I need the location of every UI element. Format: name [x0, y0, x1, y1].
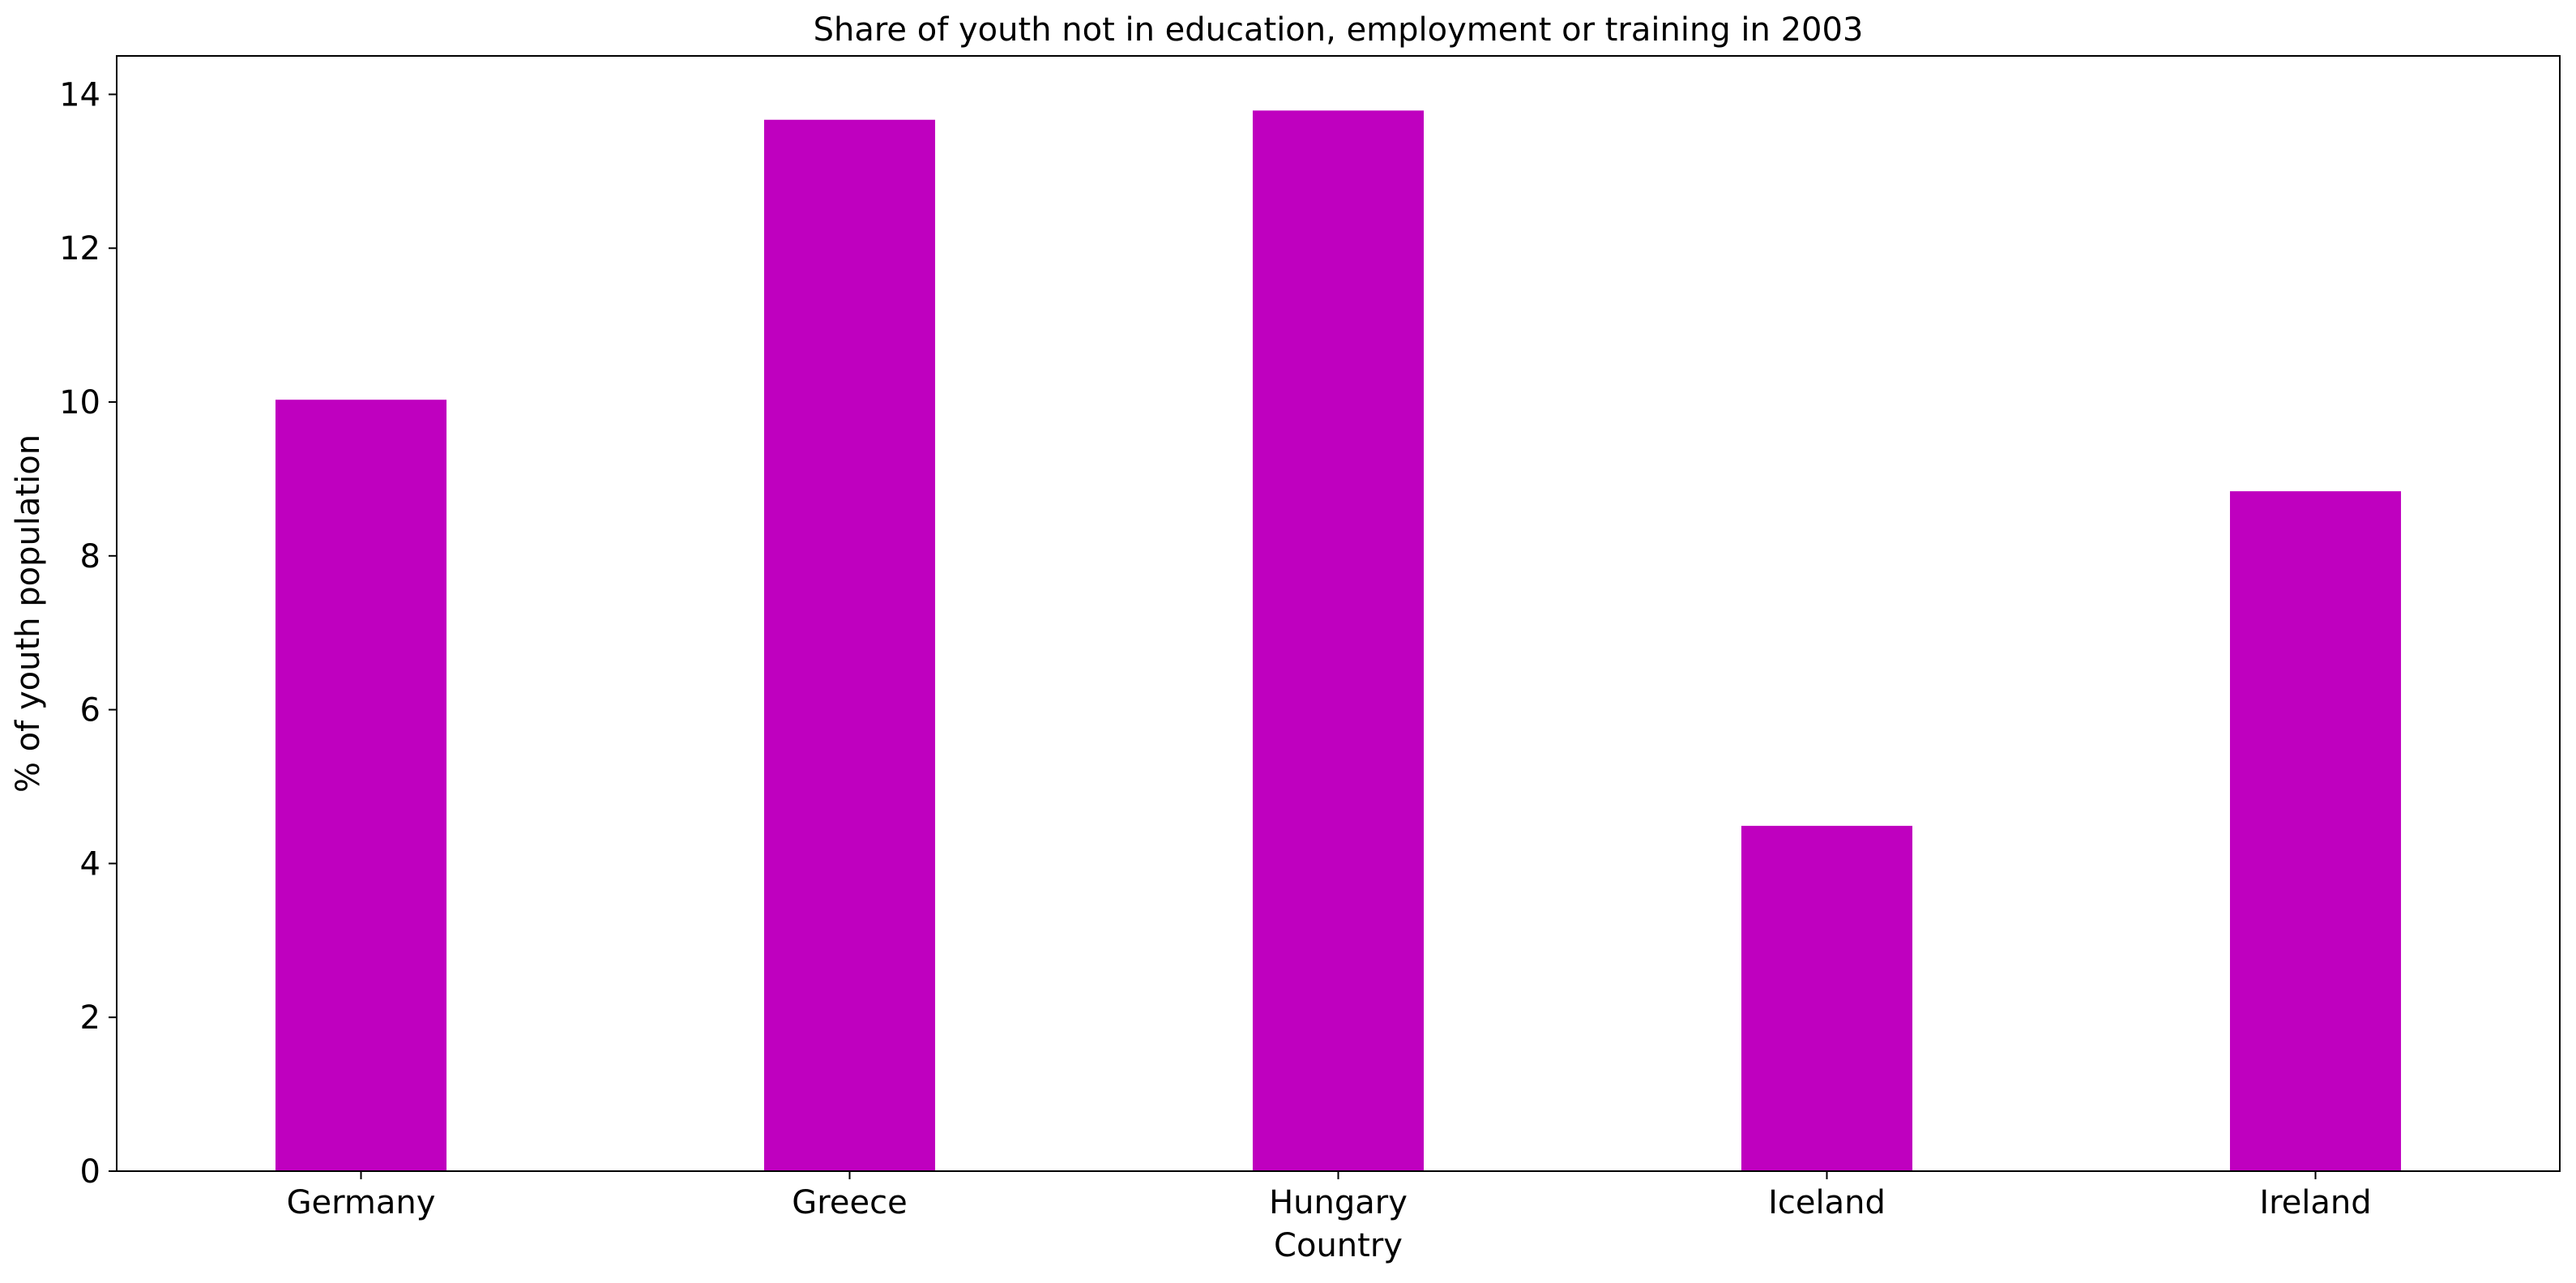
- y-tick-label: 8: [80, 538, 100, 575]
- x-axis-label: Country: [1274, 1227, 1403, 1264]
- x-tick-label: Ireland: [2259, 1184, 2371, 1221]
- y-tick-label: 10: [59, 384, 100, 421]
- bar-iceland: [1741, 825, 1913, 1171]
- y-axis: 0 2 4 6 8 10 12 14: [59, 76, 117, 1191]
- y-tick-label: 2: [80, 999, 100, 1037]
- x-tick-label: Germany: [287, 1184, 436, 1221]
- y-axis-label: % of youth population: [10, 434, 47, 793]
- x-tick-label: Iceland: [1768, 1184, 1886, 1221]
- y-tick-label: 0: [80, 1153, 100, 1191]
- y-tick-label: 6: [80, 692, 100, 729]
- bar-hungary: [1252, 110, 1425, 1171]
- y-tick-label: 4: [80, 845, 100, 883]
- y-tick-label: 14: [59, 76, 100, 113]
- bars-layer: [275, 110, 2402, 1171]
- x-axis: Germany Greece Hungary Iceland Ireland: [287, 1171, 2372, 1221]
- y-tick-label: 12: [59, 230, 100, 267]
- x-tick-label: Hungary: [1269, 1184, 1408, 1221]
- bar-greece: [763, 119, 936, 1171]
- x-tick-label: Greece: [792, 1184, 907, 1221]
- chart-title: Share of youth not in education, employm…: [814, 11, 1864, 49]
- bar-germany: [275, 400, 447, 1171]
- bar-ireland: [2229, 491, 2402, 1171]
